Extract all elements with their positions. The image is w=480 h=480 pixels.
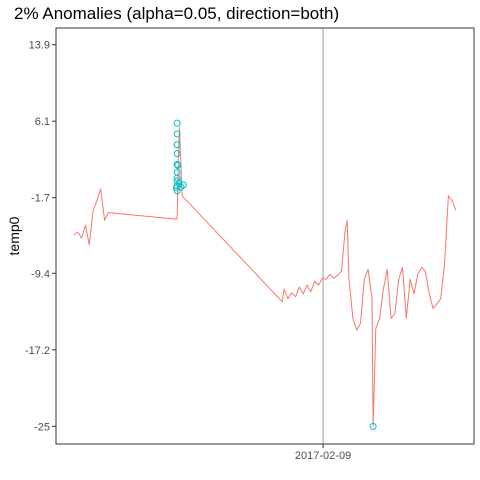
y-tick-label-2: -1.7 <box>31 193 50 205</box>
anomaly-point-1 <box>173 141 181 149</box>
x-tick-label-0: 2017-02-09 <box>295 450 351 462</box>
anomaly-point-11 <box>179 181 187 189</box>
y-tick-label-1: 6.1 <box>35 116 50 128</box>
anomaly-point-12 <box>172 184 180 192</box>
plot-panel <box>55 27 475 445</box>
anomaly-point-13 <box>174 161 182 169</box>
chart-title: 2% Anomalies (alpha=0.05, direction=both… <box>14 4 339 23</box>
anomaly-point-10 <box>177 183 185 191</box>
y-axis-title: temp0 <box>6 216 22 255</box>
anomaly-point-7 <box>173 187 181 195</box>
y-tick-label-4: -17.2 <box>25 345 50 357</box>
anomaly-point-14 <box>173 119 181 127</box>
y-tick-label-5: -25 <box>34 421 50 433</box>
anomaly-layer <box>172 119 377 430</box>
anomaly-point-3 <box>173 160 181 168</box>
y-axis: 13.9 6.1 -1.7 -9.4 -17.2 -25 <box>25 40 56 433</box>
anomaly-point-5 <box>173 177 181 185</box>
anomaly-point-0 <box>173 130 181 138</box>
anomaly-point-15 <box>369 422 377 430</box>
y-tick-label-3: -9.4 <box>31 268 50 280</box>
y-tick-label-0: 13.9 <box>29 40 50 52</box>
x-axis: 2017-02-09 <box>295 444 351 462</box>
anomaly-point-2 <box>173 150 181 158</box>
